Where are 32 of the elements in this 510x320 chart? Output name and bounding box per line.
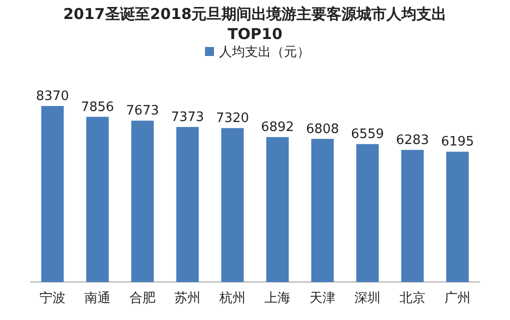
x-tick-label: 广州 bbox=[444, 291, 470, 306]
x-tick-label: 苏州 bbox=[174, 291, 200, 306]
bar bbox=[311, 138, 334, 282]
data-label: 6892 bbox=[260, 120, 294, 136]
bar bbox=[446, 152, 469, 282]
data-label: 7856 bbox=[80, 100, 114, 115]
bar bbox=[131, 120, 154, 282]
x-tick-label: 宁波 bbox=[40, 290, 66, 306]
data-label: 7320 bbox=[216, 111, 250, 126]
data-label: 6283 bbox=[396, 132, 430, 148]
chart-title: 2017圣诞至2018元旦期间出境游主要客源城市人均支出TOP10 bbox=[62, 4, 448, 44]
bar bbox=[401, 150, 424, 282]
x-tick-label: 深圳 bbox=[354, 291, 380, 306]
bar bbox=[41, 106, 64, 282]
data-label: 6195 bbox=[440, 134, 474, 150]
data-label: 7373 bbox=[170, 110, 204, 125]
data-label: 6559 bbox=[350, 127, 384, 142]
legend: 人均支出（元） bbox=[205, 45, 310, 60]
data-label: 6808 bbox=[306, 122, 340, 137]
x-tick-label: 合肥 bbox=[130, 291, 156, 306]
x-tick-label: 南通 bbox=[84, 291, 110, 306]
bar bbox=[221, 128, 244, 282]
bar bbox=[266, 137, 289, 282]
data-label: 8370 bbox=[36, 89, 70, 104]
bar bbox=[86, 116, 109, 282]
x-tick-label: 天津 bbox=[310, 291, 336, 306]
bar bbox=[176, 126, 199, 282]
x-tick-label: 杭州 bbox=[218, 291, 246, 306]
data-label: 7673 bbox=[126, 104, 160, 119]
x-tick-label: 上海 bbox=[264, 291, 290, 306]
x-tick-label: 北京 bbox=[400, 291, 426, 306]
bar bbox=[356, 144, 379, 282]
